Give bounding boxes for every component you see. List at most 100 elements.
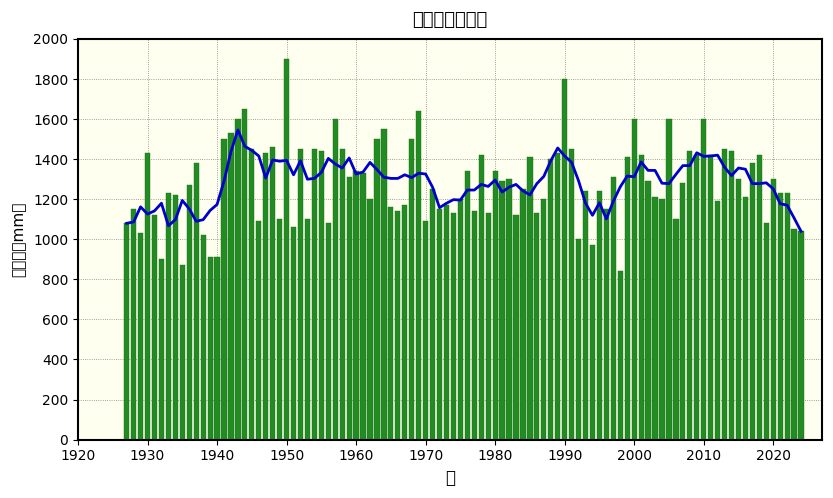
X-axis label: 年: 年 [445, 469, 455, 487]
Bar [166, 193, 171, 440]
Bar [736, 179, 741, 440]
Bar [673, 219, 679, 440]
Bar [159, 259, 164, 440]
Bar [729, 151, 734, 440]
Bar [500, 181, 505, 440]
Bar [145, 153, 150, 440]
Bar [590, 246, 595, 440]
Bar [486, 213, 491, 440]
Bar [416, 111, 421, 440]
Bar [270, 147, 275, 440]
Bar [382, 129, 387, 440]
Bar [367, 199, 372, 440]
Bar [257, 221, 262, 440]
Bar [395, 211, 401, 440]
Bar [340, 149, 345, 440]
Y-axis label: 降水量（mm）: 降水量（mm） [11, 202, 26, 277]
Bar [131, 209, 137, 440]
Bar [652, 197, 657, 440]
Bar [562, 79, 567, 440]
Bar [646, 181, 651, 440]
Bar [374, 139, 380, 440]
Bar [277, 219, 282, 440]
Bar [771, 179, 776, 440]
Bar [569, 149, 574, 440]
Bar [180, 265, 185, 440]
Bar [312, 149, 317, 440]
Bar [332, 119, 338, 440]
Bar [583, 191, 588, 440]
Bar [172, 195, 178, 440]
Bar [444, 205, 449, 440]
Bar [249, 149, 254, 440]
Bar [458, 199, 463, 440]
Bar [423, 221, 428, 440]
Bar [756, 155, 762, 440]
Bar [471, 211, 477, 440]
Bar [777, 193, 783, 440]
Bar [548, 159, 553, 440]
Bar [701, 119, 706, 440]
Bar [555, 153, 561, 440]
Bar [764, 223, 769, 440]
Bar [451, 213, 456, 440]
Bar [284, 59, 289, 440]
Bar [681, 183, 686, 440]
Bar [479, 155, 484, 440]
Bar [242, 109, 247, 440]
Bar [298, 149, 303, 440]
Bar [201, 235, 206, 440]
Bar [639, 155, 644, 440]
Bar [534, 213, 540, 440]
Bar [138, 233, 143, 440]
Bar [228, 133, 233, 440]
Bar [715, 201, 721, 440]
Bar [750, 163, 755, 440]
Bar [193, 163, 199, 440]
Bar [666, 119, 671, 440]
Bar [361, 173, 366, 440]
Bar [222, 139, 227, 440]
Bar [437, 209, 442, 440]
Bar [541, 199, 546, 440]
Bar [660, 199, 665, 440]
Bar [785, 193, 790, 440]
Bar [527, 157, 532, 440]
Bar [319, 151, 324, 440]
Bar [625, 157, 630, 440]
Bar [235, 119, 241, 440]
Bar [604, 209, 609, 440]
Bar [388, 207, 393, 440]
Bar [798, 231, 804, 440]
Bar [207, 257, 212, 440]
Bar [263, 153, 268, 440]
Bar [402, 205, 407, 440]
Bar [291, 227, 297, 440]
Bar [124, 223, 129, 440]
Bar [513, 215, 519, 440]
Bar [492, 171, 498, 440]
Bar [521, 189, 526, 440]
Bar [576, 240, 581, 440]
Title: 仙台の年降水量: 仙台の年降水量 [412, 11, 487, 29]
Bar [791, 229, 796, 440]
Bar [152, 215, 157, 440]
Bar [305, 219, 310, 440]
Bar [631, 119, 636, 440]
Bar [187, 185, 192, 440]
Bar [687, 151, 692, 440]
Bar [722, 149, 727, 440]
Bar [214, 257, 220, 440]
Bar [353, 171, 359, 440]
Bar [596, 191, 602, 440]
Bar [743, 197, 748, 440]
Bar [611, 177, 616, 440]
Bar [409, 139, 414, 440]
Bar [618, 271, 623, 440]
Bar [708, 155, 713, 440]
Bar [694, 155, 700, 440]
Bar [506, 179, 511, 440]
Bar [430, 189, 435, 440]
Bar [347, 177, 352, 440]
Bar [465, 171, 470, 440]
